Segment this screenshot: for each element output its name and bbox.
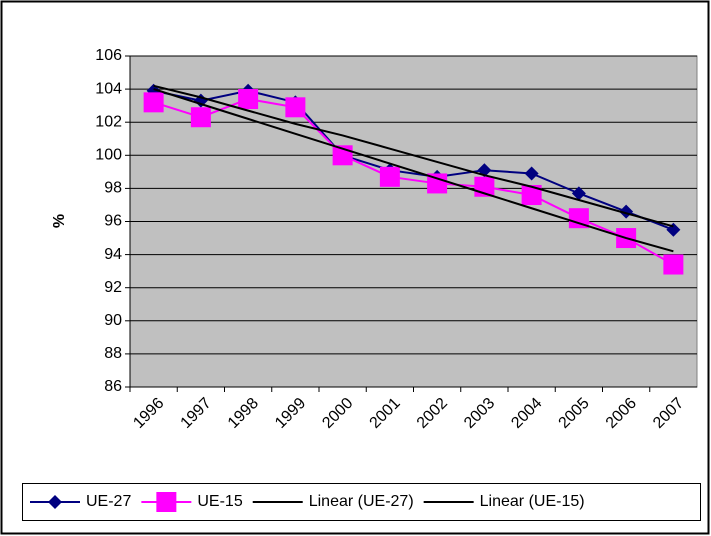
y-tick-label: 88 xyxy=(104,345,122,362)
square-marker xyxy=(427,173,448,194)
diamond-marker xyxy=(571,186,586,201)
trend-line xyxy=(153,84,674,228)
legend-label: Linear (UE-27) xyxy=(309,493,414,510)
square-marker xyxy=(190,107,211,128)
square-marker xyxy=(156,492,177,512)
legend-item: UE-15 xyxy=(141,492,243,512)
legend-label: Linear (UE-15) xyxy=(480,493,585,510)
legend-item: Linear (UE-27) xyxy=(252,493,414,510)
square-marker xyxy=(379,166,400,187)
y-tick-label: 98 xyxy=(104,180,122,197)
y-tick-label: 106 xyxy=(95,47,122,64)
y-tick-label: 104 xyxy=(95,80,122,97)
legend-label: UE-27 xyxy=(86,493,131,510)
square-marker xyxy=(663,254,684,275)
diamond-marker xyxy=(48,495,62,509)
legend-item: UE-27 xyxy=(30,493,131,510)
y-tick-label: 92 xyxy=(104,279,122,296)
square-marker xyxy=(285,97,306,118)
diamond-marker xyxy=(524,166,539,181)
y-tick-label: 100 xyxy=(95,147,122,164)
y-tick-label: 96 xyxy=(104,213,122,230)
trend-line xyxy=(153,88,674,253)
legend-item: Linear (UE-15) xyxy=(423,493,585,510)
y-tick-label: 86 xyxy=(104,378,122,395)
square-marker xyxy=(238,89,259,110)
square-marker xyxy=(521,185,542,206)
square-marker xyxy=(143,92,164,113)
legend-label: UE-15 xyxy=(197,493,242,510)
square-marker xyxy=(568,208,589,229)
y-axis-title: % xyxy=(51,214,68,228)
y-tick-label: 90 xyxy=(104,312,122,329)
y-tick-label: 94 xyxy=(104,246,122,263)
y-tick-label: 102 xyxy=(95,113,122,130)
legend-box xyxy=(22,483,701,521)
